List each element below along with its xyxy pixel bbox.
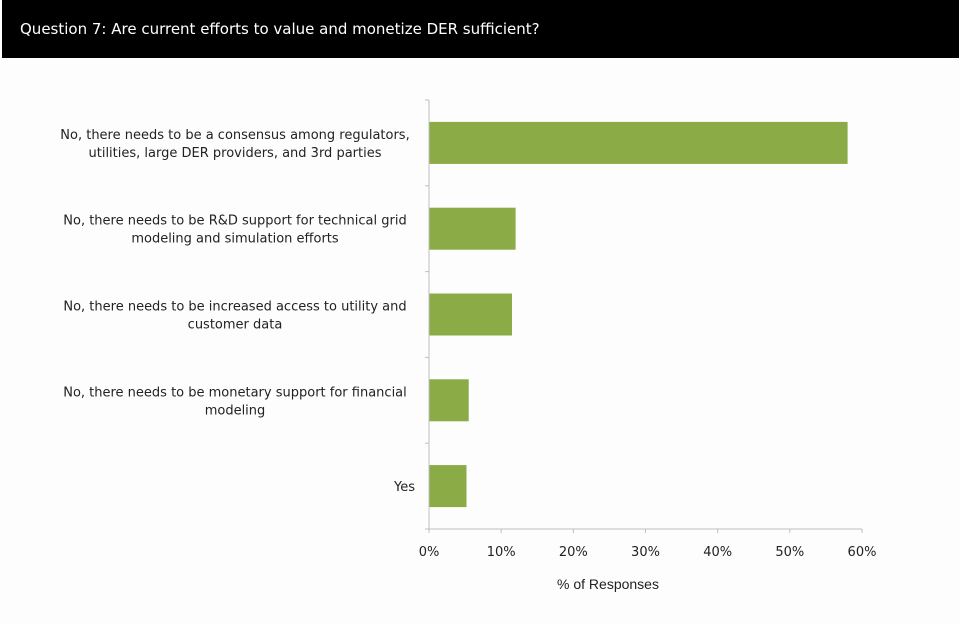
category-label: No, there needs to be monetary support f… bbox=[63, 385, 407, 418]
x-axis-title: % of Responses bbox=[557, 576, 659, 592]
category-label: No, there needs to be increased access t… bbox=[63, 300, 406, 333]
bar-2 bbox=[429, 207, 516, 250]
x-tick-label: 40% bbox=[703, 545, 732, 560]
bar-5 bbox=[429, 465, 467, 508]
category-label: No, there needs to be R&D support for te… bbox=[63, 214, 406, 247]
bar-chart: 0% 10% 20% 30% 40% 50% 60% No, there needs to b… bbox=[60, 99, 877, 592]
bar-3 bbox=[429, 293, 512, 336]
category-label: No, there needs to be a consensus among … bbox=[60, 128, 409, 161]
x-tick-label: 10% bbox=[487, 545, 516, 560]
x-tick-label: 50% bbox=[775, 545, 804, 560]
category-label: Yes bbox=[393, 480, 415, 495]
x-tick-label: 30% bbox=[631, 545, 660, 560]
chart-area: 0% 10% 20% 30% 40% 50% 60% No, there needs to b… bbox=[0, 58, 960, 624]
bar-4 bbox=[429, 379, 469, 422]
x-tick-label: 20% bbox=[559, 545, 588, 560]
x-tick-label: 60% bbox=[848, 545, 877, 560]
header-bar: Question 7: Are current efforts to value… bbox=[2, 0, 959, 58]
x-tick-label: 0% bbox=[419, 545, 440, 560]
bar-1 bbox=[429, 121, 848, 164]
page-title: Question 7: Are current efforts to value… bbox=[20, 20, 540, 38]
